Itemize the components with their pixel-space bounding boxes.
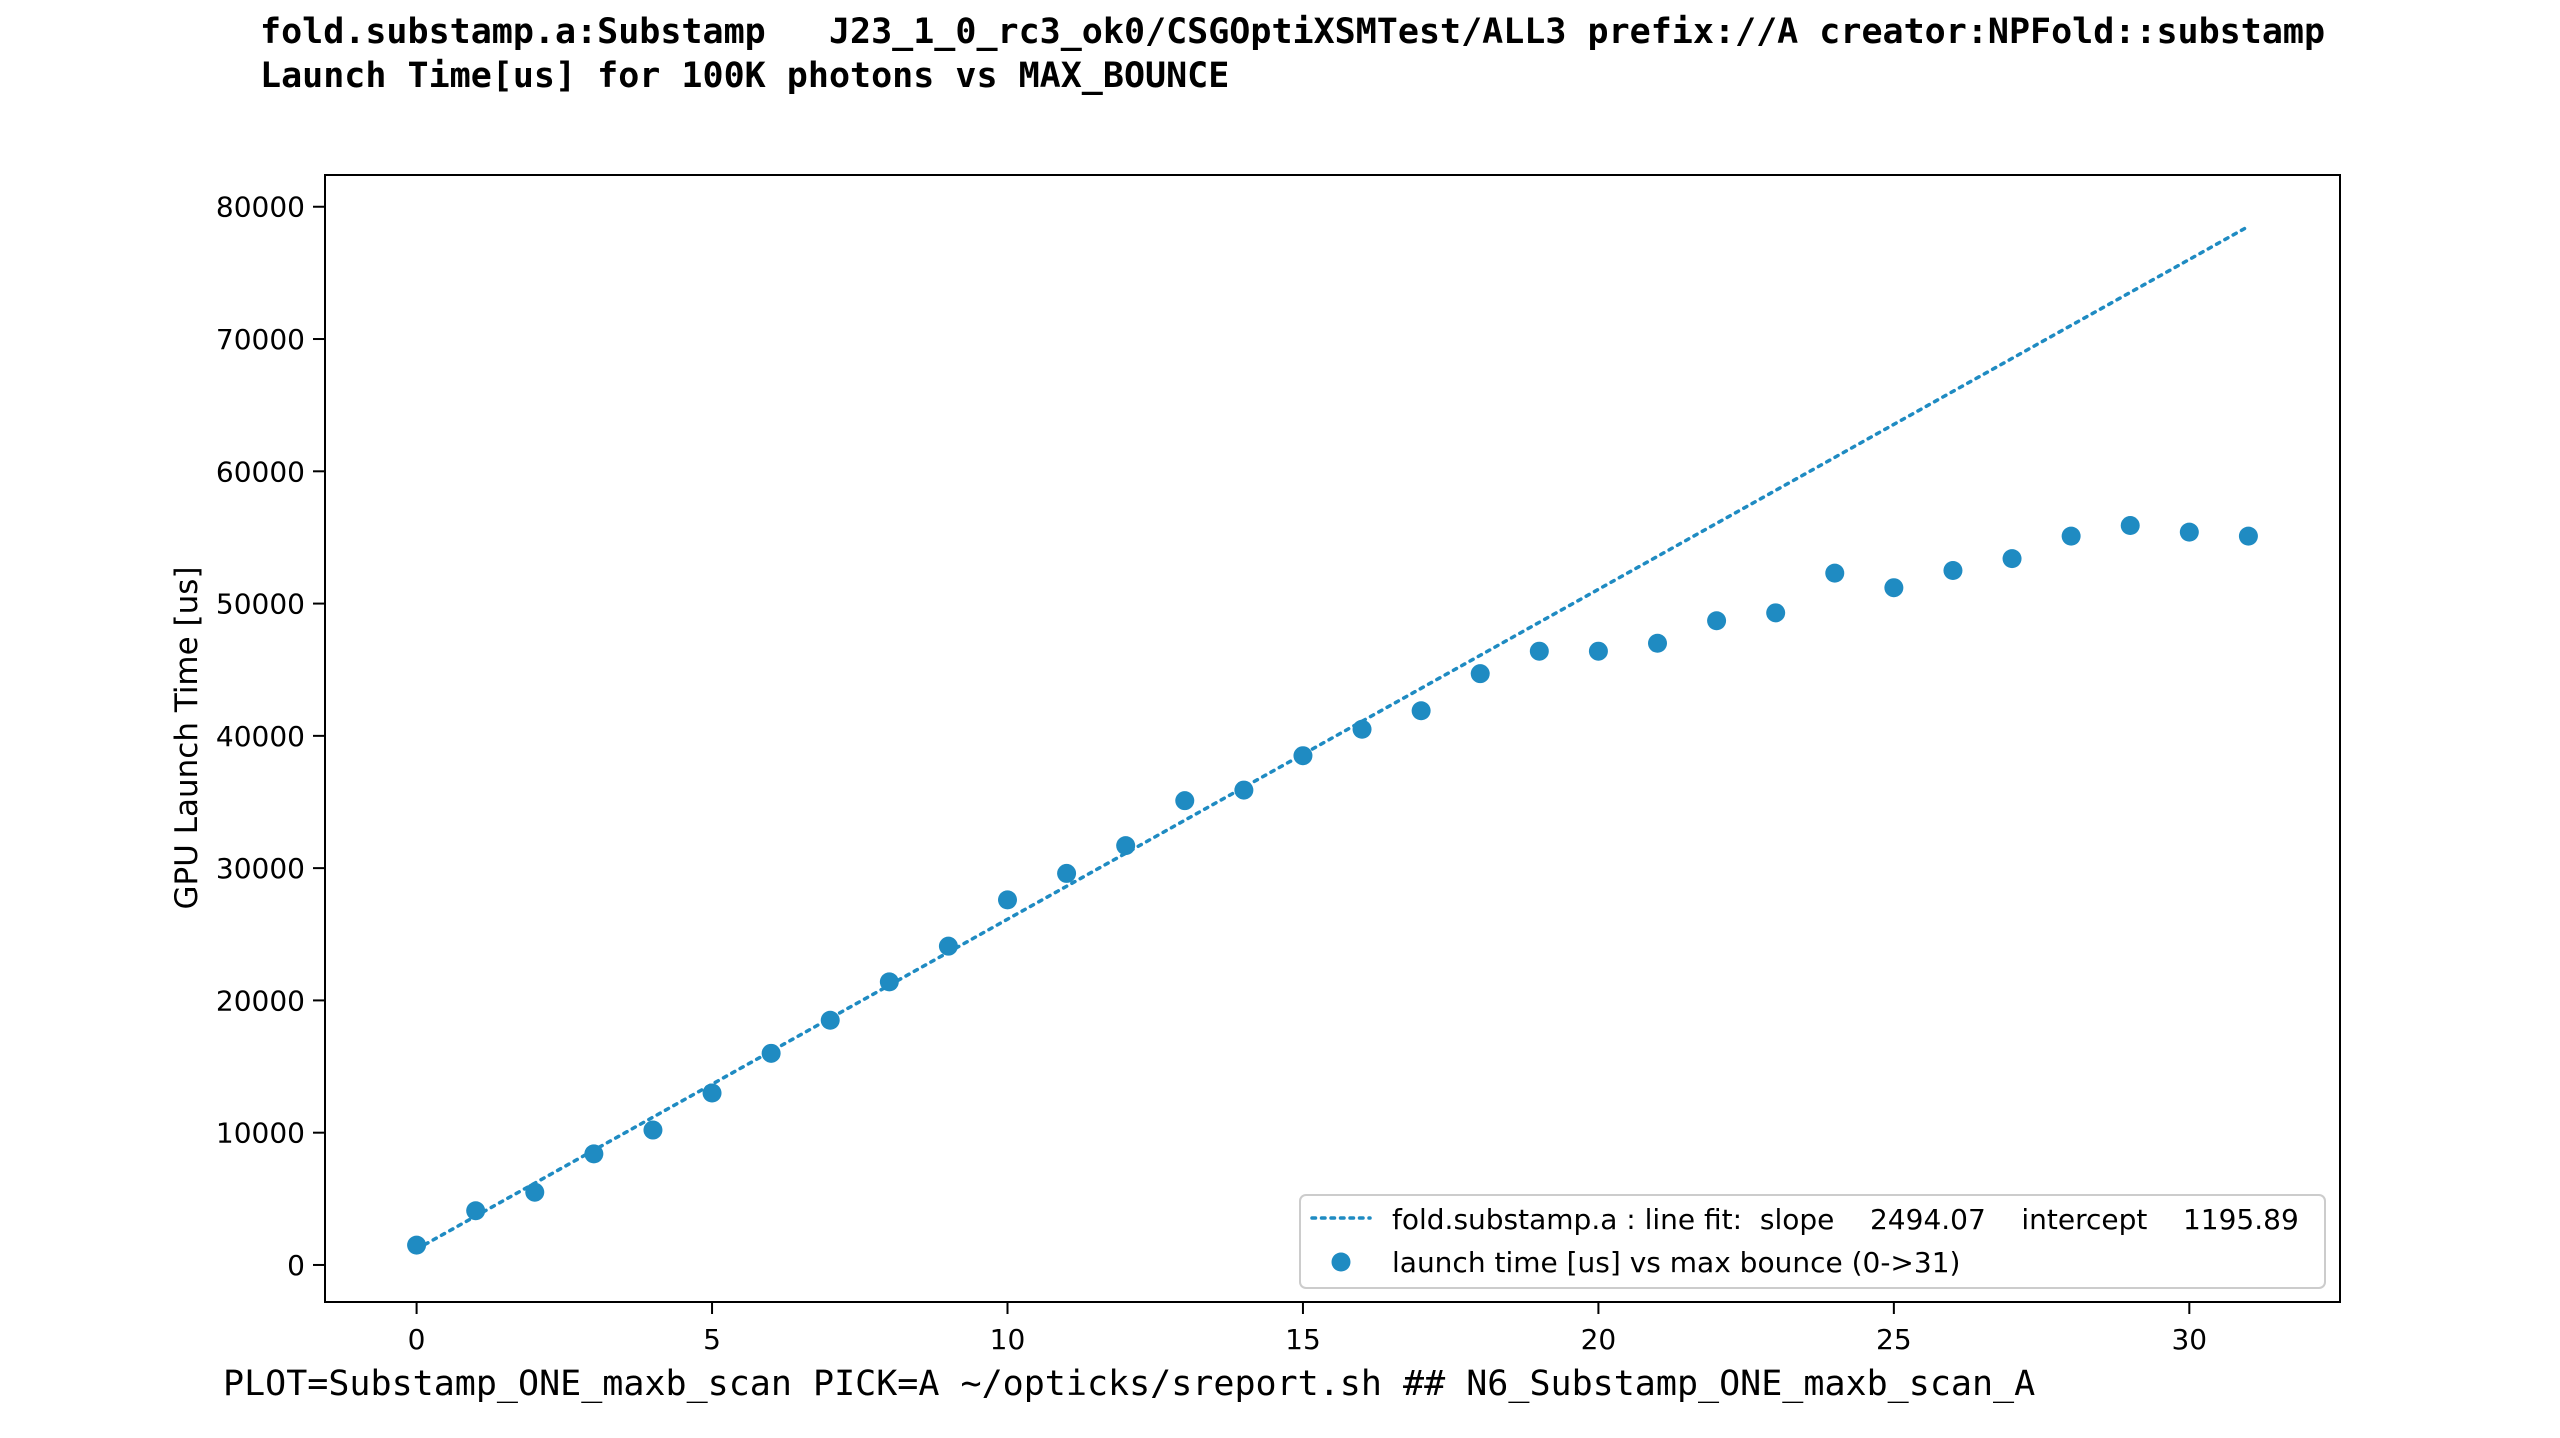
y-tick-label: 0 [287, 1249, 305, 1282]
x-tick-label: 10 [990, 1323, 1026, 1356]
fit-line [414, 224, 2251, 1251]
data-point [2238, 526, 2258, 546]
legend: fold.substamp.a : line fit: slope 2494.0… [1299, 1194, 2326, 1289]
data-point [407, 1235, 427, 1255]
data-point [1175, 791, 1195, 811]
x-tick-label: 5 [703, 1323, 721, 1356]
data-point [2061, 526, 2081, 546]
data-point [1648, 633, 1667, 653]
data-point [1943, 561, 1963, 581]
data-point [1825, 563, 1845, 583]
data-point [998, 890, 1017, 910]
data-point [466, 1201, 486, 1221]
data-point [1057, 863, 1077, 883]
data-point [820, 1010, 840, 1030]
data-point [1588, 641, 1608, 661]
x-tick-label: 20 [1581, 1323, 1617, 1356]
y-axis-label: GPU Launch Time [us] [169, 566, 205, 909]
data-point [1529, 641, 1549, 661]
y-tick-label: 80000 [216, 191, 305, 224]
data-point [1884, 578, 1904, 598]
plot-frame [324, 174, 2341, 1303]
y-axis-ticks: 0 10000 20000 30000 40000 50000 60000 70000 8000… [216, 191, 325, 1282]
x-tick-label: 0 [408, 1323, 426, 1356]
x-axis-ticks: 0 5 10 15 20 25 30 [408, 1302, 2207, 1356]
chart-title-line-1: fold.substamp.a:Substamp J23_1_0_rc3_ok0… [260, 12, 2326, 52]
plot-area [407, 224, 2258, 1255]
x-tick-label: 15 [1285, 1323, 1321, 1356]
y-tick-label: 40000 [216, 720, 305, 753]
legend-frame [1299, 1194, 2326, 1289]
y-tick-label: 30000 [216, 852, 305, 885]
data-point [643, 1120, 663, 1140]
data-point [1116, 836, 1136, 856]
x-tick-label: 25 [1876, 1323, 1912, 1356]
data-point [584, 1144, 604, 1164]
data-point [1766, 603, 1786, 623]
y-tick-label: 10000 [216, 1117, 305, 1150]
y-tick-label: 70000 [216, 323, 305, 356]
x-tick-label: 30 [2171, 1323, 2207, 1356]
data-point [1293, 746, 1313, 766]
data-point [1470, 664, 1490, 684]
y-tick-label: 60000 [216, 455, 305, 488]
y-tick-label: 50000 [216, 588, 305, 621]
data-point [2120, 516, 2140, 536]
data-point [761, 1043, 781, 1063]
data-point [1707, 611, 1727, 631]
chart-title-line-2: Launch Time[us] for 100K photons vs MAX_… [260, 56, 1230, 96]
data-point [1411, 701, 1431, 721]
data-point [879, 972, 899, 992]
data-point [2179, 522, 2199, 542]
data-point [2002, 549, 2022, 569]
data-point [702, 1083, 722, 1103]
legend-label-points: launch time [us] vs max bounce (0->31) [1392, 1246, 1960, 1279]
chart-title-block: fold.substamp.a:Substamp J23_1_0_rc3_ok0… [260, 10, 2325, 98]
legend-point-marker [1331, 1252, 1351, 1272]
footer-caption: PLOT=Substamp_ONE_maxb_scan PICK=A ~/opt… [223, 1364, 2036, 1404]
legend-label-line-fit: fold.substamp.a : line fit: slope 2494.0… [1392, 1203, 2299, 1236]
data-point [1234, 780, 1254, 800]
data-point [525, 1182, 545, 1202]
data-point [1352, 719, 1372, 739]
y-tick-label: 20000 [216, 984, 305, 1017]
data-point [938, 936, 958, 956]
